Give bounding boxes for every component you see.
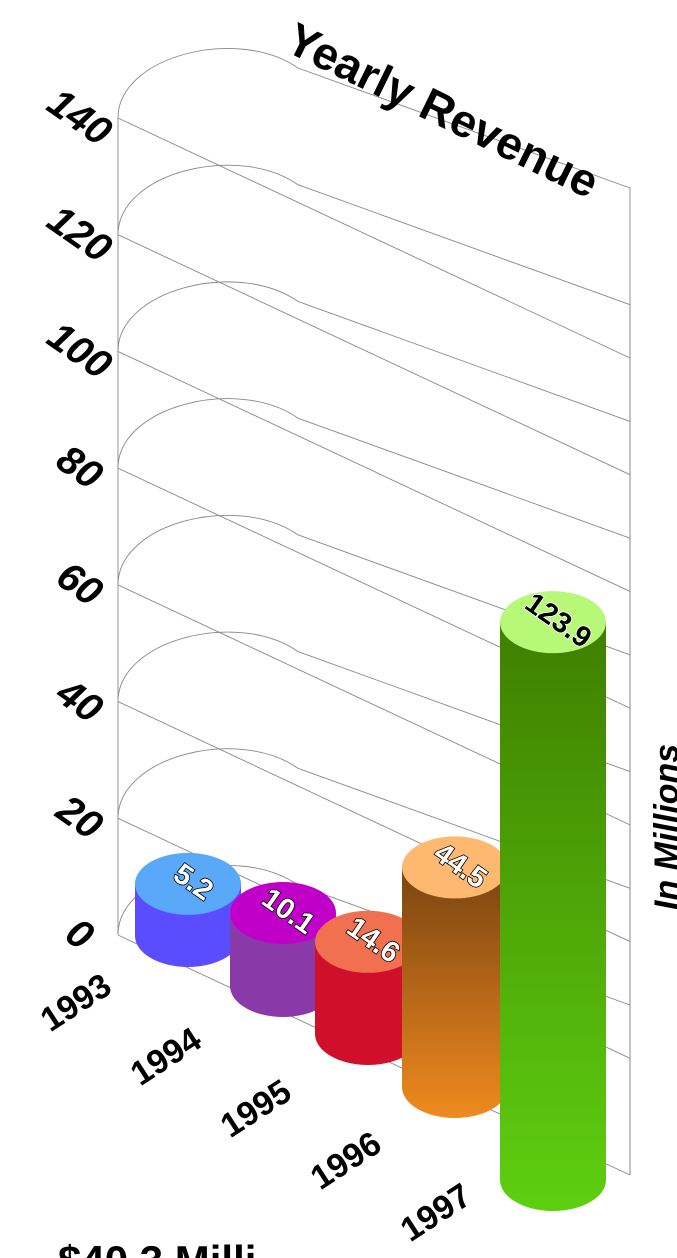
total-caption: $40.3 Milli: [58, 1237, 256, 1258]
bar-body: [402, 867, 508, 1118]
grid-arc-back: [117, 515, 299, 585]
x-tick-1996: 1996: [304, 1124, 388, 1197]
x-tick-1995: 1995: [214, 1072, 298, 1145]
bar-cap: [230, 881, 336, 944]
grid-arc-back: [117, 164, 299, 235]
grid-tube-100: [117, 281, 631, 592]
bar-body: [315, 941, 421, 1065]
bar-body: [500, 622, 606, 1211]
y-tick-40: 40: [48, 670, 111, 732]
bar-cap: [500, 591, 606, 654]
y-tick-80: 80: [49, 437, 111, 499]
y-tick-20: 20: [48, 786, 111, 848]
chart-title: Yearly Revenue: [279, 12, 607, 208]
grid-rail-bottom: [117, 234, 631, 476]
y-tick-labels: 0 20 40 60 80 100 120 140: [39, 80, 119, 959]
grid-rail-bottom: [117, 351, 631, 592]
bar-1996: 44.5: [402, 836, 508, 1118]
grid-arc-back: [117, 748, 299, 819]
x-tick-1993: 1993: [34, 966, 118, 1039]
bar-1995: 14.6: [315, 910, 421, 1065]
grid-arc-back: [117, 48, 299, 119]
grid-rail-bottom: [117, 117, 631, 359]
y-axis-label: In Millions: [648, 744, 677, 910]
bar-1994: 10.1: [230, 882, 336, 1017]
y-tick-0: 0: [58, 910, 101, 959]
grid-tube-140: [117, 48, 631, 359]
grid-rail-top: [297, 301, 631, 422]
y-tick-140: 140: [39, 80, 119, 154]
grid-arc-back: [117, 398, 299, 469]
grid-tube-120: [117, 164, 631, 476]
y-tick-100: 100: [39, 314, 119, 388]
grid-arc-back: [117, 631, 299, 702]
bar-cap: [135, 852, 241, 915]
x-tick-1997: 1997: [394, 1176, 478, 1249]
y-tick-60: 60: [49, 553, 111, 615]
bar-cap: [402, 836, 508, 899]
x-tick-1994: 1994: [124, 1020, 208, 1093]
grid-rail-top: [297, 184, 631, 306]
grid-arc-back: [117, 281, 299, 352]
y-tick-120: 120: [39, 197, 119, 271]
bar-cap: [315, 910, 421, 973]
grid-rail-top: [297, 67, 631, 189]
bar-1997: 123.9: [500, 586, 606, 1211]
grid-rail-top: [297, 417, 631, 539]
bar-1993: 5.2: [135, 852, 241, 967]
